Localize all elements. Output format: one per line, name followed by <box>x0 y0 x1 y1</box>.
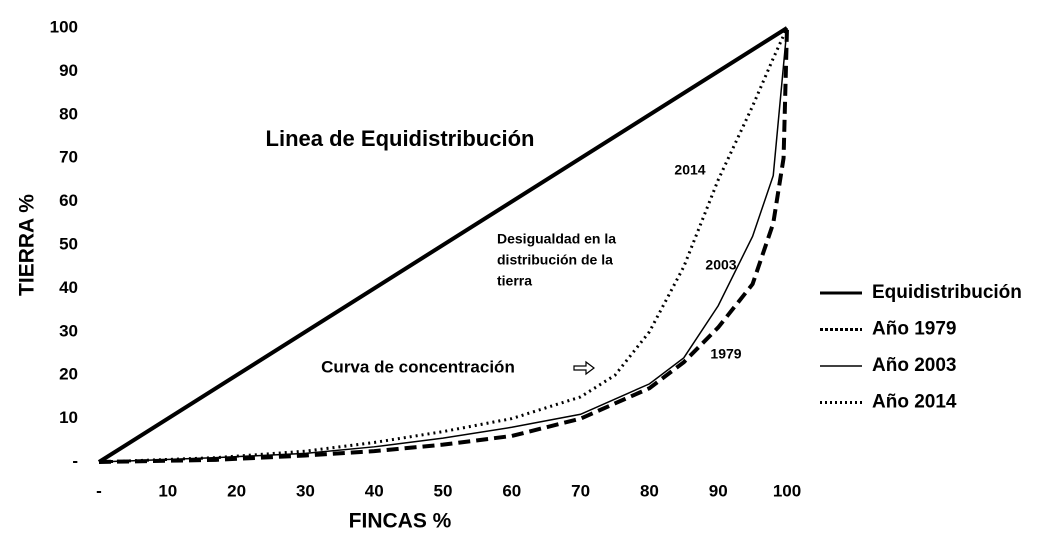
x-tick-label: 70 <box>571 481 590 500</box>
y-tick-label: 40 <box>59 278 78 297</box>
annotation: Linea de Equidistribución <box>266 126 535 151</box>
y-tick-label: 100 <box>50 17 78 36</box>
x-tick-label: 10 <box>158 481 177 500</box>
arrow <box>573 360 595 376</box>
annotation: distribución de la <box>497 252 613 268</box>
annotation: 1979 <box>710 346 741 362</box>
x-tick-label: 80 <box>640 481 659 500</box>
annotation: 2003 <box>705 257 736 273</box>
series-line <box>98 27 788 463</box>
annotation: Desigualdad en la <box>497 231 616 247</box>
x-tick-label: 100 <box>773 481 801 500</box>
legend-label: Año 2014 <box>872 392 957 413</box>
annotation: tierra <box>497 273 532 289</box>
series-line <box>98 27 789 464</box>
series-line <box>97 26 789 464</box>
y-tick-label: 80 <box>59 104 78 123</box>
x-axis-label: FINCAS % <box>349 510 452 533</box>
y-tick-label: 20 <box>59 365 78 384</box>
legend-label: Equidistribución <box>872 282 1022 303</box>
y-tick-label: - <box>72 451 78 470</box>
legend-label: Año 2003 <box>872 355 956 376</box>
x-tick-label: 20 <box>227 481 246 500</box>
annotation: 2014 <box>674 162 705 178</box>
legend-label: Año 1979 <box>872 319 956 340</box>
y-tick-label: 10 <box>59 408 78 427</box>
y-tick-label: 60 <box>59 191 78 210</box>
y-axis-label: TIERRA % <box>16 194 39 296</box>
annotation: Curva de concentración <box>321 357 515 376</box>
y-tick-label: 70 <box>59 148 78 167</box>
x-tick-label: 60 <box>502 481 521 500</box>
x-tick-label: 90 <box>709 481 728 500</box>
y-tick-label: 90 <box>59 61 78 80</box>
x-tick-label: - <box>96 481 102 500</box>
y-tick-label: 30 <box>59 321 78 340</box>
x-tick-label: 50 <box>434 481 453 500</box>
x-tick-label: 30 <box>296 481 315 500</box>
y-tick-label: 50 <box>59 234 78 253</box>
x-tick-label: 40 <box>365 481 384 500</box>
